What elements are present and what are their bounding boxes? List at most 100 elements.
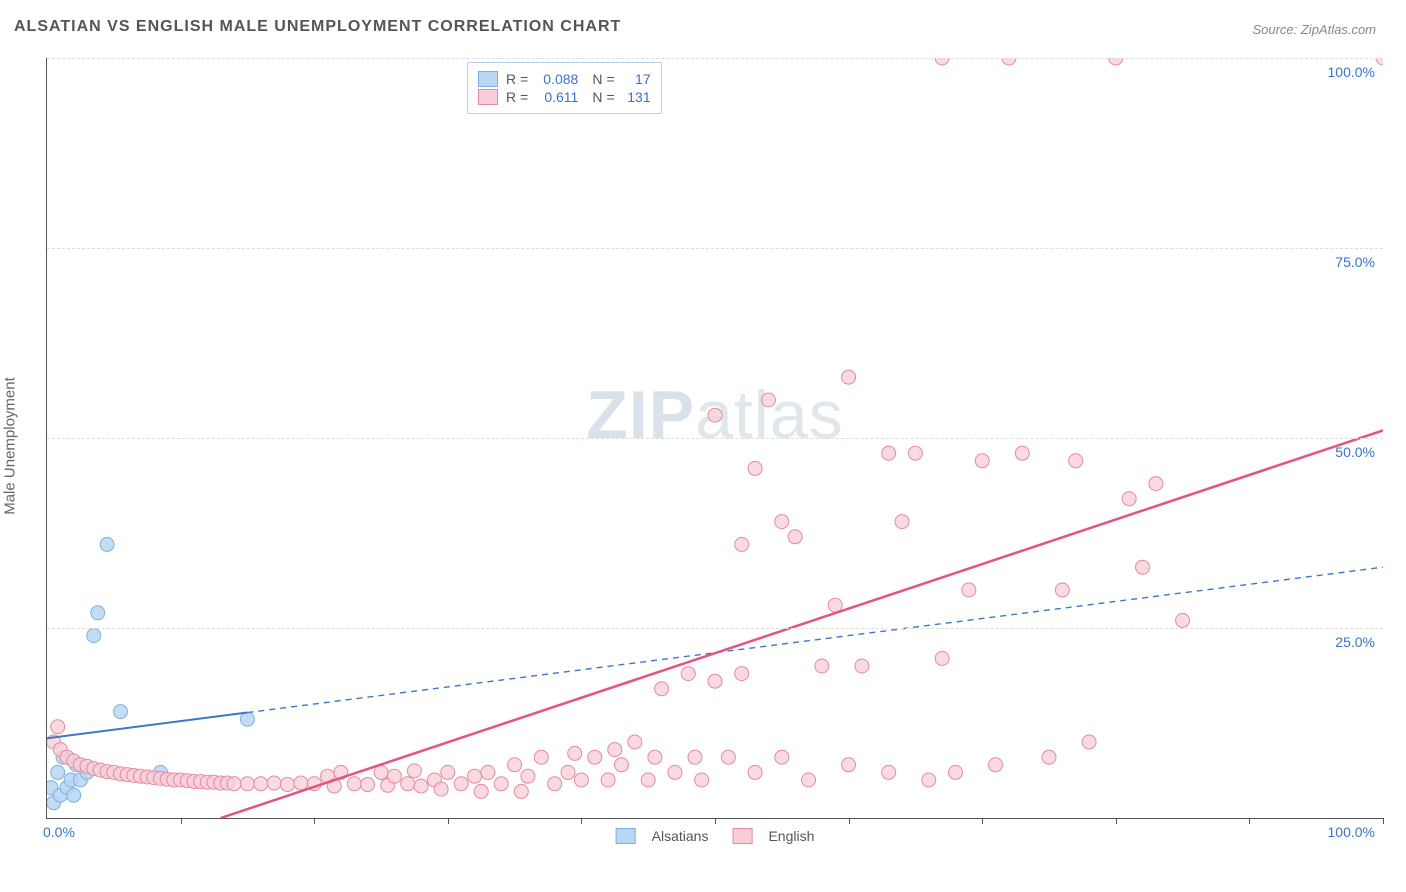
scatter-point-english: [1015, 446, 1029, 460]
scatter-point-alsatians: [240, 712, 254, 726]
scatter-point-english: [855, 659, 869, 673]
scatter-point-english: [1082, 735, 1096, 749]
scatter-point-english: [935, 58, 949, 65]
scatter-point-english: [1002, 58, 1016, 65]
scatter-point-english: [574, 773, 588, 787]
x-tick-mark: [715, 818, 716, 824]
regression-line-alsatians: [47, 713, 247, 739]
scatter-point-english: [648, 750, 662, 764]
scatter-point-english: [481, 765, 495, 779]
scatter-point-english: [1109, 58, 1123, 65]
scatter-point-english: [828, 598, 842, 612]
scatter-point-english: [1122, 492, 1136, 506]
x-tick-mark: [1383, 818, 1384, 824]
scatter-point-english: [361, 778, 375, 792]
scatter-point-english: [227, 777, 241, 791]
scatter-point-english: [1069, 454, 1083, 468]
x-axis-max-label: 100.0%: [1328, 824, 1375, 840]
scatter-point-english: [962, 583, 976, 597]
scatter-point-english: [761, 393, 775, 407]
scatter-point-english: [414, 779, 428, 793]
scatter-point-english: [561, 765, 575, 779]
scatter-point-english: [721, 750, 735, 764]
scatter-point-english: [735, 667, 749, 681]
stats-r-label: R: [506, 89, 516, 105]
x-tick-mark: [1249, 818, 1250, 824]
scatter-point-alsatians: [91, 606, 105, 620]
scatter-point-english: [989, 758, 1003, 772]
scatter-point-english: [494, 777, 508, 791]
series-legend: Alsatians English: [616, 828, 815, 844]
scatter-point-english: [895, 515, 909, 529]
scatter-point-alsatians: [67, 788, 81, 802]
scatter-point-english: [775, 515, 789, 529]
scatter-point-english: [280, 778, 294, 792]
scatter-point-english: [254, 777, 268, 791]
scatter-point-english: [1042, 750, 1056, 764]
scatter-point-english: [614, 758, 628, 772]
stats-n-value: 131: [619, 89, 651, 105]
scatter-point-english: [387, 769, 401, 783]
regression-line-english: [221, 430, 1383, 818]
x-tick-mark: [314, 818, 315, 824]
scatter-point-alsatians: [87, 629, 101, 643]
legend-item: English: [732, 828, 814, 844]
grid-line: [47, 438, 1383, 439]
legend-swatch-english: [478, 89, 498, 105]
x-tick-mark: [581, 818, 582, 824]
scatter-point-english: [508, 758, 522, 772]
x-tick-mark: [448, 818, 449, 824]
stats-n-label: N: [592, 71, 602, 87]
scatter-point-english: [401, 777, 415, 791]
scatter-point-english: [601, 773, 615, 787]
legend-item: Alsatians: [616, 828, 709, 844]
scatter-point-english: [975, 454, 989, 468]
scatter-point-english: [882, 765, 896, 779]
scatter-point-english: [568, 746, 582, 760]
scatter-point-english: [294, 776, 308, 790]
regression-line-dashed-alsatians: [247, 567, 1383, 712]
scatter-point-english: [948, 765, 962, 779]
plot-area: ZIPatlas R=0.088N=17R=0.611N=131 Alsatia…: [46, 58, 1383, 819]
scatter-point-english: [681, 667, 695, 681]
scatter-point-english: [407, 764, 421, 778]
y-tick-label: 100.0%: [1328, 64, 1375, 80]
stats-r-label: R: [506, 71, 516, 87]
scatter-point-english: [842, 370, 856, 384]
scatter-point-english: [454, 777, 468, 791]
scatter-point-english: [815, 659, 829, 673]
page-root: ALSATIAN VS ENGLISH MALE UNEMPLOYMENT CO…: [0, 0, 1406, 892]
scatter-point-alsatians: [113, 705, 127, 719]
scatter-point-english: [708, 674, 722, 688]
scatter-point-english: [628, 735, 642, 749]
scatter-point-english: [1376, 58, 1383, 65]
scatter-point-english: [668, 765, 682, 779]
scatter-point-english: [695, 773, 709, 787]
scatter-point-english: [521, 769, 535, 783]
scatter-point-english: [51, 720, 65, 734]
stats-r-value: 0.088: [532, 71, 578, 87]
scatter-point-english: [468, 769, 482, 783]
scatter-point-english: [474, 784, 488, 798]
scatter-point-english: [1176, 613, 1190, 627]
legend-label: Alsatians: [652, 828, 709, 844]
y-tick-label: 50.0%: [1335, 444, 1375, 460]
scatter-point-english: [1149, 477, 1163, 491]
chart-title: ALSATIAN VS ENGLISH MALE UNEMPLOYMENT CO…: [14, 18, 621, 36]
scatter-point-english: [347, 777, 361, 791]
scatter-point-english: [882, 446, 896, 460]
scatter-point-english: [240, 777, 254, 791]
x-tick-mark: [982, 818, 983, 824]
scatter-point-english: [655, 682, 669, 696]
scatter-point-english: [802, 773, 816, 787]
scatter-point-english: [641, 773, 655, 787]
grid-line: [47, 58, 1383, 59]
stats-n-value: 17: [619, 71, 651, 87]
scatter-point-english: [374, 765, 388, 779]
scatter-point-english: [735, 537, 749, 551]
scatter-point-english: [514, 784, 528, 798]
scatter-point-english: [922, 773, 936, 787]
scatter-point-english: [688, 750, 702, 764]
x-tick-mark: [181, 818, 182, 824]
legend-label: English: [768, 828, 814, 844]
